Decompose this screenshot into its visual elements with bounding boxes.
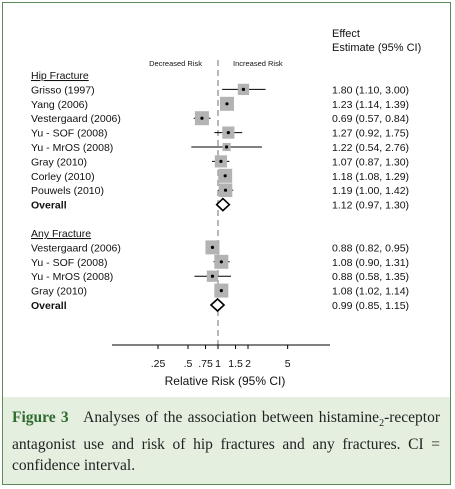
study-point-estimate — [219, 260, 223, 264]
study-point-estimate — [200, 116, 204, 120]
study-estimate-text: 1.80 (1.10, 3.00) — [332, 84, 409, 96]
figure-label: Figure 3 — [12, 409, 69, 426]
overall-label: Overall — [31, 300, 67, 312]
figure-caption: Figure 3 Analyses of the association bet… — [3, 397, 450, 484]
overall-estimate-text: 0.99 (0.85, 1.15) — [332, 300, 409, 312]
overall-label: Overall — [31, 200, 67, 212]
group-heading: Hip Fracture — [31, 70, 89, 82]
decreased-risk-label: Decreased Risk — [149, 59, 202, 68]
study-label: Vestergaard (2006) — [31, 113, 121, 125]
study-label: Grisso (1997) — [31, 84, 95, 96]
x-axis-label: Relative Risk (95% CI) — [165, 374, 286, 388]
study-point-estimate — [219, 159, 223, 163]
study-estimate-text: 1.19 (1.00, 1.42) — [332, 185, 409, 197]
study-label: Vestergaard (2006) — [31, 242, 121, 254]
study-estimate-text: 0.88 (0.58, 1.35) — [332, 271, 409, 283]
study-label: Yang (2006) — [31, 99, 88, 111]
study-estimate-text: 1.27 (0.92, 1.75) — [332, 128, 409, 140]
x-tick-label: 1.5 — [228, 358, 243, 370]
overall-diamond — [209, 297, 226, 313]
effect-header-line1: Effect — [332, 28, 360, 40]
study-label: Gray (2010) — [31, 156, 87, 168]
study-estimate-text: 0.69 (0.57, 0.84) — [332, 113, 409, 125]
plot-layer: .25 .5 .75 1 1.5 2 5 Hip Fracture Grisso (1997) 1… — [31, 60, 409, 370]
study-estimate-text: 1.23 (1.14, 1.39) — [332, 99, 409, 111]
x-tick-label: 2 — [245, 358, 251, 370]
study-label: Yu - MrOS (2008) — [31, 142, 113, 154]
overall-diamond — [215, 197, 231, 212]
overall-estimate-text: 1.12 (0.97, 1.30) — [332, 200, 409, 212]
study-point-estimate — [226, 131, 230, 135]
study-label: Yu - SOF (2008) — [31, 128, 107, 140]
study-point-estimate — [219, 289, 223, 293]
caption-subscript: 2 — [379, 418, 385, 430]
x-tick-label: 5 — [285, 358, 291, 370]
study-estimate-text: 1.08 (1.02, 1.14) — [332, 286, 409, 298]
study-label: Corley (2010) — [31, 171, 95, 183]
x-tick-label: 1 — [215, 358, 221, 370]
x-tick-label: .5 — [184, 358, 193, 370]
group-heading: Any Fracture — [31, 228, 91, 240]
study-point-estimate — [241, 87, 246, 91]
increased-risk-label: Increased Risk — [233, 59, 283, 68]
study-point-estimate — [210, 245, 215, 249]
study-point-estimate — [223, 174, 227, 178]
caption-text-part1: Analyses of the association between hist… — [83, 409, 380, 426]
study-point-estimate — [225, 102, 229, 106]
x-tick-label: .25 — [151, 358, 166, 370]
caption-text-part2: -receptor antagonist use and risk of hip… — [12, 409, 440, 475]
study-estimate-text: 1.07 (0.87, 1.30) — [332, 156, 409, 168]
study-estimate-text: 1.08 (0.90, 1.31) — [332, 257, 409, 269]
study-label: Yu - SOF (2008) — [31, 257, 107, 269]
study-estimate-text: 1.18 (1.08, 1.29) — [332, 171, 409, 183]
study-point-estimate — [225, 145, 229, 149]
study-point-estimate — [223, 188, 228, 192]
study-estimate-text: 1.22 (0.54, 2.76) — [332, 142, 409, 154]
x-tick-label: .75 — [198, 358, 213, 370]
study-label: Yu - MrOS (2008) — [31, 271, 113, 283]
study-label: Gray (2010) — [31, 286, 87, 298]
study-estimate-text: 0.88 (0.82, 0.95) — [332, 242, 409, 254]
effect-header-line2: Estimate (95% CI) — [332, 42, 421, 54]
study-point-estimate — [210, 274, 215, 278]
forest-plot: Effect Estimate (95% CI) Decreased Risk … — [31, 28, 421, 388]
study-label: Pouwels (2010) — [31, 185, 104, 197]
